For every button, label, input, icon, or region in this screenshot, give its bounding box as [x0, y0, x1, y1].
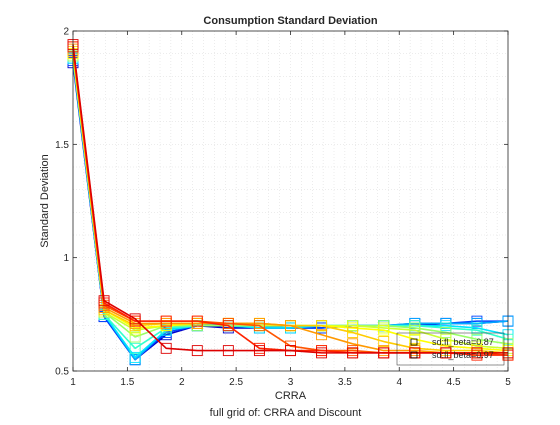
- x-tick-label: 4: [396, 377, 402, 388]
- data-point: [440, 347, 452, 359]
- series-11: [67, 41, 514, 361]
- data-point: [285, 320, 296, 332]
- data-point: [253, 320, 265, 332]
- data-point: [316, 329, 328, 341]
- y-axis-label: Standard Deviation: [39, 154, 51, 248]
- legend: sd:fl_beta=0.87 sd:fl_beta=0.97: [396, 332, 505, 366]
- data-point: [347, 347, 359, 359]
- data-point: [129, 313, 141, 325]
- series-line: [72, 46, 509, 356]
- data-point: [191, 345, 203, 357]
- x-axis-label: CRRA: [275, 390, 307, 402]
- y-tick-label: 1.5: [55, 140, 69, 151]
- series-layer: [67, 39, 514, 366]
- data-point: [378, 336, 390, 347]
- chart-title: Consumption Standard Deviation: [203, 15, 377, 27]
- data-point: [440, 333, 452, 345]
- grid-layer: [73, 31, 508, 371]
- legend-marker: [410, 338, 418, 346]
- x-tick-label: 4.5: [447, 377, 461, 388]
- data-point: [316, 347, 328, 359]
- data-point: [347, 327, 359, 338]
- series-12: [67, 41, 514, 361]
- data-point: [129, 331, 141, 343]
- x-tick-label: 1: [70, 377, 76, 388]
- series-line: [72, 58, 509, 359]
- data-point: [471, 333, 483, 345]
- y-tick-label: 0.5: [55, 367, 69, 378]
- x-tick-label: 2.5: [229, 377, 243, 388]
- data-point: [191, 315, 203, 327]
- data-point: [378, 324, 390, 336]
- data-point: [285, 345, 296, 357]
- x-tick-label: 5: [505, 377, 511, 388]
- series-line: [72, 44, 508, 354]
- data-point: [378, 347, 390, 359]
- y-tick-label: 2: [63, 27, 69, 38]
- legend-box: [396, 332, 505, 366]
- data-point: [160, 315, 172, 327]
- data-point: [440, 327, 452, 338]
- data-point: [409, 333, 421, 345]
- data-point: [347, 338, 359, 350]
- series-line: [72, 60, 508, 361]
- legend-entry: sd:fl_beta=0.97: [432, 350, 494, 360]
- data-point: [471, 324, 483, 336]
- data-point: [253, 345, 265, 357]
- series-line: [72, 46, 508, 356]
- legend-entry: sd:fl_beta=0.87: [432, 337, 494, 347]
- x-tick-label: 1.5: [120, 377, 134, 388]
- x-tick-label: 3: [288, 377, 294, 388]
- data-point: [316, 320, 328, 332]
- data-point: [471, 347, 483, 359]
- data-point: [160, 342, 172, 354]
- x-tick-label: 3.5: [338, 377, 352, 388]
- figure-footer: full grid of: CRRA and Discount: [210, 407, 362, 419]
- legend-marker: [410, 351, 418, 359]
- data-point: [129, 342, 141, 354]
- data-point: [222, 345, 234, 357]
- y-tick-label: 1: [63, 253, 69, 264]
- data-point: [222, 320, 234, 332]
- x-tick-label: 2: [179, 377, 185, 388]
- data-point: [409, 324, 421, 336]
- data-point: [98, 295, 110, 307]
- data-point: [129, 351, 141, 363]
- tick-layer: 1 1.5 2 2.5 3 3.5 4 4.5 50.511.52: [55, 27, 511, 389]
